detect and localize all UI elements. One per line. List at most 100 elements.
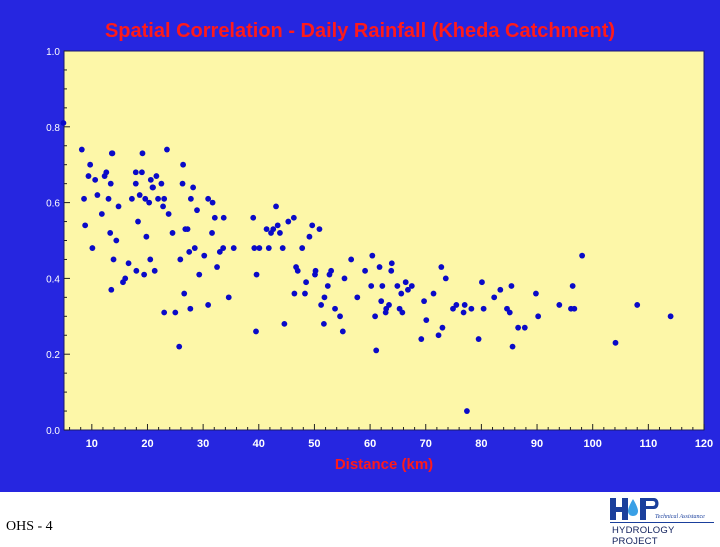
data-point xyxy=(450,305,456,312)
y-tick-label: 1.0 xyxy=(46,47,60,58)
data-point xyxy=(216,248,223,255)
data-point xyxy=(172,309,179,316)
data-point xyxy=(316,226,323,233)
y-tick-label: 0.2 xyxy=(46,350,60,361)
data-point xyxy=(133,267,140,274)
data-point xyxy=(509,343,516,350)
data-point xyxy=(230,245,237,251)
data-point xyxy=(122,275,129,282)
axes: 10 20 30 40 50 60 70 80 90 100 110 120 0.0 0.2 0.4 0.6 0… xyxy=(46,47,713,450)
data-point xyxy=(155,195,161,202)
data-point xyxy=(348,256,355,263)
x-tick-label: 100 xyxy=(584,438,602,450)
data-point xyxy=(341,275,348,282)
data-point xyxy=(146,199,153,206)
data-point xyxy=(147,256,154,263)
data-point xyxy=(369,252,376,259)
data-point xyxy=(461,302,468,308)
data-point xyxy=(187,305,194,312)
data-point xyxy=(497,286,504,293)
data-point xyxy=(110,256,117,263)
data-point xyxy=(85,173,92,179)
data-point xyxy=(147,176,154,183)
data-point xyxy=(107,180,114,187)
x-tick-label: 60 xyxy=(364,438,376,450)
data-point xyxy=(265,245,272,251)
data-point xyxy=(373,347,380,354)
data-point xyxy=(108,286,115,293)
x-tick-label: 110 xyxy=(639,438,657,450)
logo-tagline: Technical Assistance xyxy=(655,514,705,520)
data-point xyxy=(281,320,288,327)
x-tick-label: 10 xyxy=(86,438,98,450)
data-point xyxy=(439,324,446,331)
data-point xyxy=(177,256,184,263)
data-point xyxy=(328,267,335,274)
data-point xyxy=(362,267,368,274)
data-point xyxy=(205,195,212,202)
data-point xyxy=(464,408,470,414)
data-point xyxy=(191,245,198,251)
data-point xyxy=(194,207,200,214)
slide-id: OHS - 4 xyxy=(6,519,53,534)
data-point xyxy=(165,211,172,217)
data-point xyxy=(139,150,146,157)
data-point xyxy=(405,286,411,293)
data-point xyxy=(250,214,257,221)
data-point xyxy=(480,305,487,312)
data-point xyxy=(263,226,270,233)
data-point xyxy=(339,328,346,335)
data-point xyxy=(273,203,279,210)
data-point xyxy=(408,283,415,289)
plot-area xyxy=(63,50,705,431)
y-tick-label: 0.6 xyxy=(46,199,60,210)
data-point xyxy=(318,302,325,308)
data-point xyxy=(92,176,99,183)
data-point xyxy=(128,195,135,202)
x-tick-label: 40 xyxy=(253,438,265,450)
data-point xyxy=(453,302,460,308)
hydrology-project-logo xyxy=(610,498,714,523)
data-point xyxy=(290,214,297,221)
data-point xyxy=(139,169,145,176)
data-point xyxy=(209,230,215,236)
data-point xyxy=(312,267,319,274)
data-point xyxy=(306,233,313,240)
data-point xyxy=(324,283,331,289)
chart-title: Spatial Correlation - Daily Rainfall (Kh… xyxy=(104,20,616,42)
data-point xyxy=(460,309,467,316)
data-point xyxy=(303,279,309,286)
data-point xyxy=(277,230,283,236)
data-point xyxy=(418,336,425,342)
logo-project-name: HYDROLOGY PROJECT xyxy=(612,525,675,547)
data-point xyxy=(60,120,67,126)
data-point xyxy=(332,305,338,312)
data-point xyxy=(399,309,406,316)
data-point xyxy=(164,146,170,153)
data-point xyxy=(475,336,482,342)
data-point xyxy=(421,298,427,305)
x-axis-label: Distance (km) xyxy=(334,456,434,473)
data-point xyxy=(176,343,183,350)
data-point xyxy=(435,332,442,339)
x-tick-label: 70 xyxy=(420,438,432,450)
data-point xyxy=(299,245,306,251)
data-point xyxy=(190,184,197,191)
x-tick-label: 50 xyxy=(308,438,320,450)
data-point xyxy=(533,290,539,297)
data-point xyxy=(181,290,188,297)
data-point xyxy=(634,302,641,308)
data-point xyxy=(256,245,263,251)
data-point xyxy=(81,195,87,202)
data-point xyxy=(196,271,203,278)
data-point xyxy=(151,267,158,274)
data-point xyxy=(209,199,216,206)
data-point xyxy=(438,264,445,270)
data-point xyxy=(115,203,122,210)
data-point xyxy=(376,264,383,270)
data-point xyxy=(398,290,405,297)
data-point xyxy=(508,283,515,289)
data-point xyxy=(337,313,343,320)
data-point xyxy=(321,294,328,301)
x-tick-label: 30 xyxy=(197,438,209,450)
